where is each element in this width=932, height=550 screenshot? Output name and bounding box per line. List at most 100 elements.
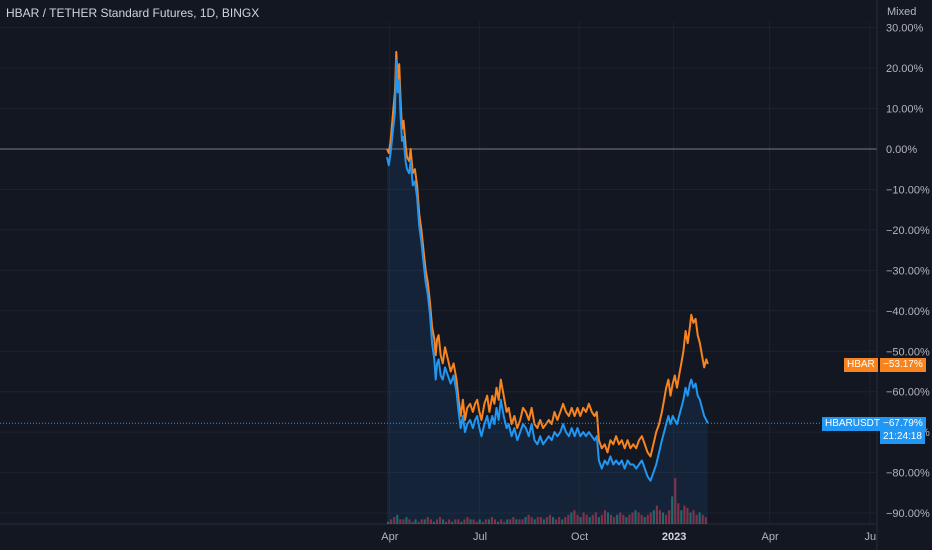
volume-bar [579,517,582,524]
volume-bar [616,514,619,524]
x-tick-label: Apr [761,531,778,543]
volume-bar [399,519,402,524]
x-tick-label: 2023 [662,531,686,543]
hbarusdt-area [387,60,708,524]
x-tick-label: Ju [864,531,876,543]
volume-bar [451,521,454,524]
volume-bar [387,521,390,524]
volume-bar [588,517,591,524]
volume-bar [698,512,701,524]
volume-bar [408,519,411,524]
volume-bar [448,519,451,524]
hbar-value-tag: −53.17% [880,358,926,372]
volume-bar [441,519,445,524]
volume-bar [558,517,561,524]
volume-bar [503,521,506,524]
y-tick-label: −90.00% [886,508,930,520]
volume-bar [512,517,515,524]
volume-bar [686,507,689,524]
volume-bar [680,510,683,524]
volume-bar [417,521,420,524]
volume-bar [631,512,634,524]
volume-bar [619,512,622,524]
volume-bar [527,514,530,524]
volume-bar [445,521,448,524]
volume-bar [603,510,607,524]
volume-bar [640,514,643,524]
y-tick-label: −80.00% [886,468,930,480]
hbarusdt-series-line [386,59,709,482]
volume-bar [606,512,610,524]
x-tick-label: Apr [381,531,398,543]
symbol-title: HBAR / TETHER Standard Futures, 1D, BING… [6,6,260,20]
x-tick-label: Oct [571,531,588,543]
volume-bar [567,514,570,524]
volume-bar [432,521,435,524]
volume-bar [396,514,399,524]
volume-bar [643,517,646,524]
hbar-name-tag: HBAR [844,358,878,372]
volume-bar [496,521,500,524]
volume-bar [542,519,545,524]
volume-bar [518,519,521,524]
y-tick-label: −30.00% [886,265,930,277]
volume-bar [613,517,616,524]
volume-bar [463,519,466,524]
volume-bar [472,519,475,524]
volume-bar [493,519,497,524]
volume-bar [692,510,695,524]
volume-bar [521,519,524,524]
y-tick-label: 30.00% [886,23,924,35]
volume-bar [561,519,564,524]
volume-bar [524,517,527,524]
volume-bar [454,519,457,524]
volume-bar [438,517,442,524]
volume-bar [487,519,490,524]
volume-bar [649,512,652,524]
volume-bar [671,496,674,524]
volume-bar [490,517,494,524]
hbar-series-line [386,50,709,458]
volume-bar [704,517,707,524]
volume-bar [570,512,573,524]
volume-bar [668,510,671,524]
y-tick-label: 0.00% [886,144,917,156]
volume-bar [539,517,542,524]
volume-bar [423,519,426,524]
volume-bar [460,521,463,524]
volume-bar [634,510,637,524]
scale-mode-label[interactable]: Mixed [887,6,917,18]
volume-bar [405,517,408,524]
volume-bar [548,514,552,524]
volume-bar [457,519,460,524]
volume-bar [655,505,658,524]
volume-bar [689,512,692,524]
volume-bar [585,514,588,524]
volume-bar [625,517,628,524]
volume-bar [646,514,649,524]
volume-bar [622,514,625,524]
y-tick-label: −40.00% [886,306,930,318]
x-tick-label: Jul [473,531,487,543]
volume-bar [674,478,677,524]
volume-bar [628,514,631,524]
volume-bar [664,514,668,524]
y-tick-label: −10.00% [886,184,930,196]
volume-bar [610,514,613,524]
volume-bar [466,517,469,524]
volume-bar [597,517,600,524]
volume-bar [582,512,585,524]
volume-bar [475,521,478,524]
volume-bar [481,521,484,524]
volume-bar [515,519,518,524]
volume-bar [393,517,396,524]
volume-bar [530,517,533,524]
volume-bar [469,519,472,524]
volume-bar [600,514,603,524]
volume-bar [591,514,594,524]
volume-bar [390,519,393,524]
volume-bar [429,519,432,524]
volume-bar [661,512,665,524]
